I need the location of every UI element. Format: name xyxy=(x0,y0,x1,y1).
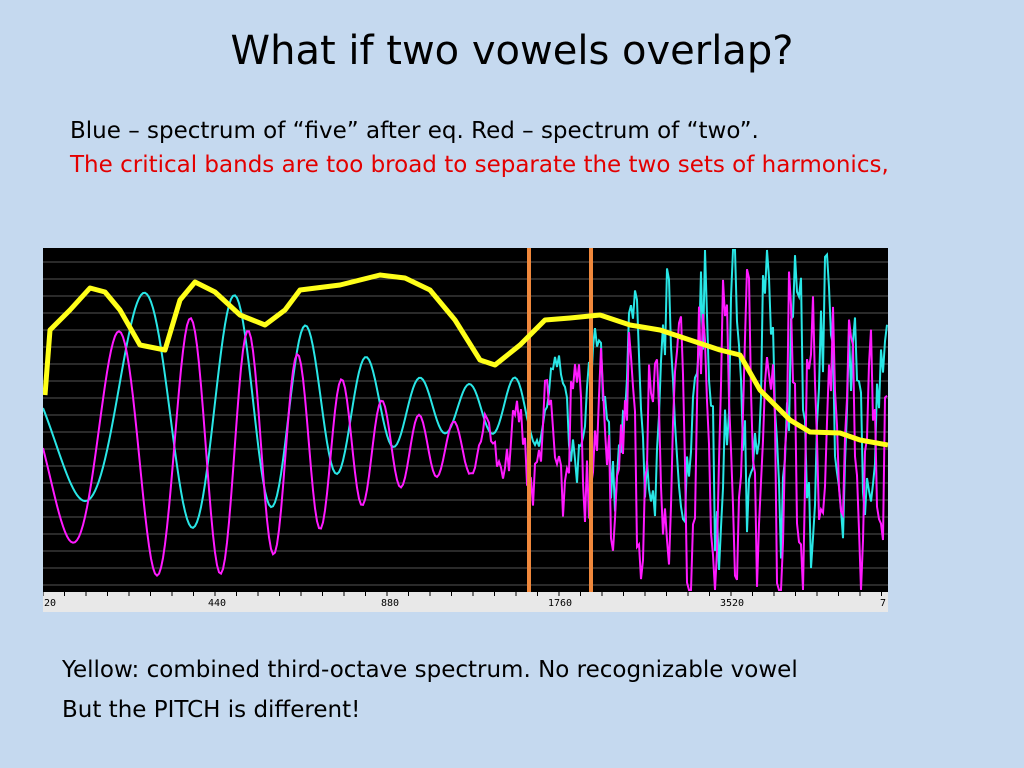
line: But the PITCH is different! xyxy=(62,697,361,723)
axis-label: 440 xyxy=(208,598,226,609)
slide-title: What if two vowels overlap? xyxy=(230,28,794,74)
line: Blue – spectrum of “five” after eq. Red … xyxy=(70,118,759,144)
axis-label: 1760 xyxy=(548,598,572,609)
yellow-spectrum xyxy=(43,272,888,448)
axis-label: 7 xyxy=(880,598,886,609)
body-text: Blue – spectrum of “five” after eq. Red … xyxy=(70,114,910,182)
cyan-spectrum xyxy=(43,249,888,570)
plot-background xyxy=(43,248,888,592)
spectrum-image: 20 440 880 1760 3520 7 xyxy=(43,248,888,612)
axis-label: 3520 xyxy=(720,598,744,609)
line: Yellow: combined third-octave spectrum. … xyxy=(62,657,798,683)
highlight-line: The critical bands are too broad to sepa… xyxy=(70,152,889,178)
magenta-spectrum xyxy=(43,268,888,591)
axis-label: 880 xyxy=(381,598,399,609)
axis-label: 20 xyxy=(44,598,56,609)
axis-strip xyxy=(43,592,888,612)
footer-text: Yellow: combined third-octave spectrum. … xyxy=(62,650,1002,730)
